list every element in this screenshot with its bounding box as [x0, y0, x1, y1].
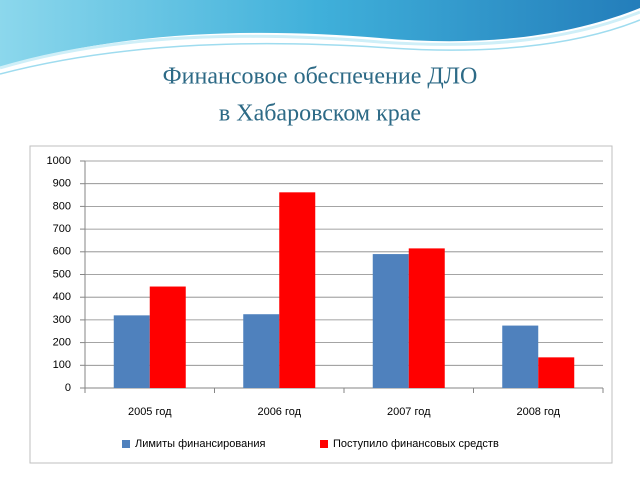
bar — [408, 248, 445, 388]
bar — [502, 325, 539, 388]
y-tick-label: 700 — [53, 223, 71, 235]
header-waves — [0, 0, 640, 75]
x-tick-label: 2006 год — [257, 406, 301, 418]
y-tick-label: 100 — [53, 359, 71, 371]
x-tick-label: 2008 год — [516, 406, 560, 418]
y-tick-label: 500 — [53, 268, 71, 280]
y-tick-label: 1000 — [47, 155, 71, 167]
bar — [113, 315, 150, 388]
bar — [149, 286, 186, 388]
y-tick-label: 300 — [53, 314, 71, 326]
title-line: в Хабаровском крае — [219, 101, 421, 127]
title-line: Финансовое обеспечение ДЛО — [163, 64, 478, 90]
chart-frame — [29, 145, 613, 464]
plot: 0 100 200 300 400 500 600 700 800 900 1000 2005 год… — [47, 155, 604, 450]
legend-label: Лимиты финансирования — [135, 438, 265, 450]
bar — [243, 314, 280, 388]
y-tick-label: 200 — [53, 337, 71, 349]
legend-label: Поступило финансовых средств — [333, 438, 499, 450]
x-tick-label: 2007 год — [387, 406, 431, 418]
y-tick-label: 900 — [53, 178, 71, 190]
bar — [538, 357, 575, 388]
legend-swatch — [122, 440, 130, 448]
y-tick-label: 0 — [65, 382, 71, 394]
y-tick-label: 400 — [53, 291, 71, 303]
y-tick-label: 600 — [53, 246, 71, 258]
bar — [372, 254, 409, 388]
bar — [279, 192, 316, 388]
legend-swatch — [320, 440, 328, 448]
x-tick-label: 2005 год — [128, 406, 172, 418]
y-tick-label: 800 — [53, 200, 71, 212]
